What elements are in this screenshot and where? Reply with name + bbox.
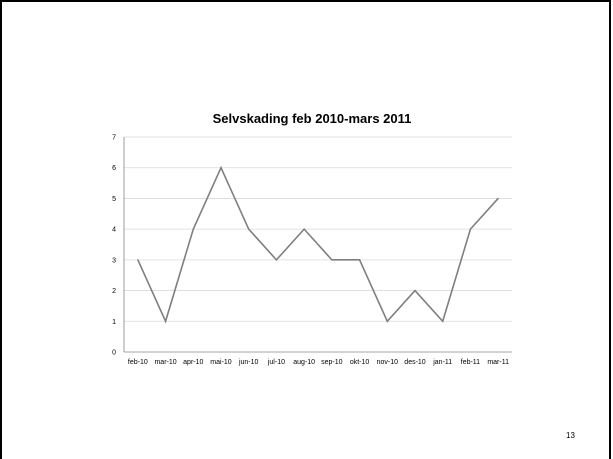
data-point [386, 320, 388, 322]
y-tick-label: 1 [112, 319, 116, 326]
x-tick-label: mar-11 [487, 359, 509, 366]
y-tick-label: 2 [112, 288, 116, 295]
data-point [442, 320, 444, 322]
data-point [414, 289, 416, 292]
x-axis-ticks: feb-10 mar-10 apr-10 mai-10 jun-10 jul-10 aug-… [128, 359, 509, 366]
data-point [358, 259, 361, 261]
y-tick-label: 4 [112, 227, 116, 234]
y-axis-ticks: 0 1 2 3 4 5 6 7 [112, 135, 116, 357]
x-tick-label: sep-10 [321, 359, 343, 366]
x-tick-label: jul-10 [267, 359, 285, 366]
data-point [164, 320, 167, 322]
x-tick-label: aug-10 [293, 359, 315, 366]
chart-title: Selvskading feb 2010-mars 2011 [213, 111, 412, 126]
data-point [303, 228, 305, 230]
data-point [248, 228, 250, 230]
y-tick-label: 5 [112, 196, 116, 203]
y-tick-label: 7 [112, 135, 116, 142]
x-tick-label: jun-10 [238, 359, 259, 366]
page-number: 13 [566, 431, 575, 440]
data-point [497, 197, 499, 200]
series-line [137, 165, 499, 324]
data-point [331, 259, 333, 261]
x-tick-label: jan-11 [432, 359, 452, 366]
data-point [192, 228, 194, 230]
x-tick-label: feb-10 [128, 359, 148, 366]
data-point [275, 259, 278, 261]
x-tick-label: feb-11 [461, 359, 480, 366]
data-point [469, 228, 472, 230]
y-tick-label: 0 [112, 350, 116, 357]
series-group [137, 165, 499, 324]
data-point [137, 259, 139, 261]
y-tick-label: 3 [112, 257, 116, 264]
y-tick-label: 6 [112, 165, 116, 172]
x-tick-label: okt-10 [350, 359, 370, 366]
data-point [220, 167, 222, 169]
x-tick-label: apr-10 [183, 359, 203, 366]
x-tick-label: des-10 [404, 359, 426, 366]
gridlines [123, 136, 512, 353]
x-tick-label: nov-10 [377, 359, 399, 366]
x-tick-label: mar-10 [154, 359, 176, 366]
x-tick-label: mai-10 [210, 359, 232, 366]
